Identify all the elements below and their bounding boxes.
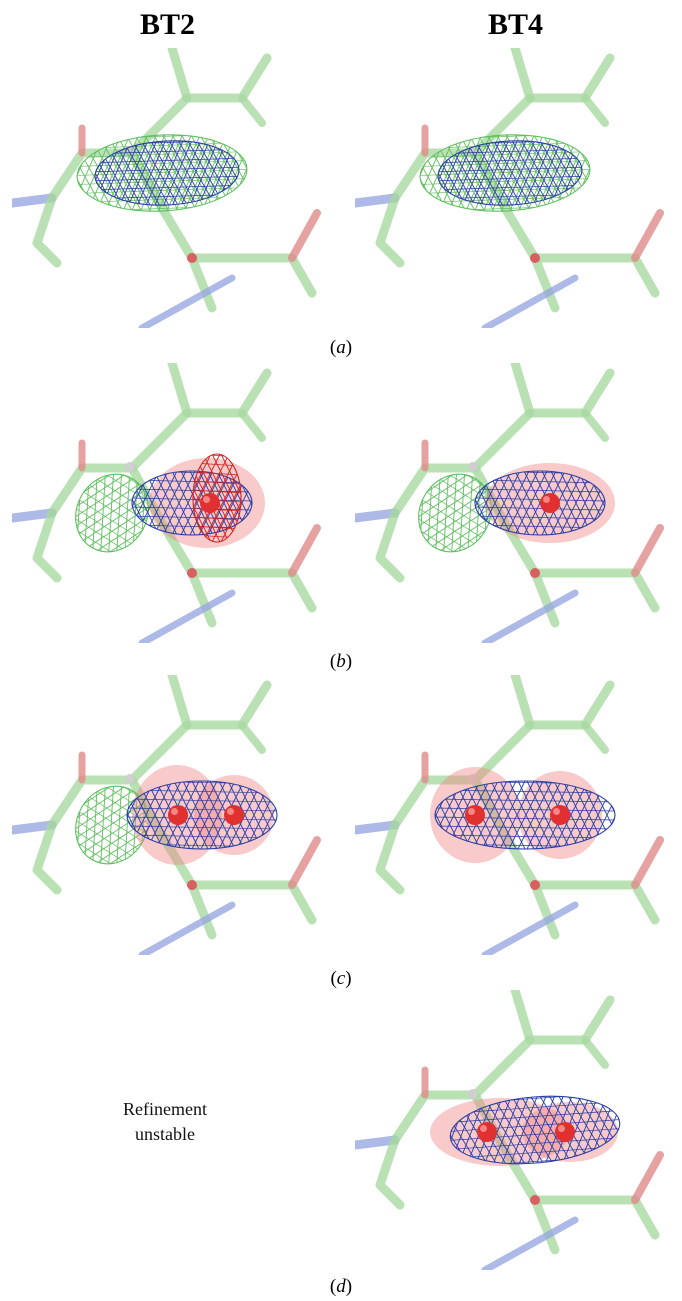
refinement-unstable-note: Refinement unstable (100, 1097, 230, 1147)
nitrogen-bond (355, 508, 400, 523)
carbon-bond-h (238, 94, 266, 127)
nitrogen-bond (355, 1135, 400, 1150)
carbon-bonds-left (390, 93, 535, 203)
carbon-bonds-center (127, 775, 217, 940)
carbon-bonds-top (510, 48, 615, 103)
carbon-bonds-top (167, 363, 272, 418)
nitrogen-bond (12, 193, 57, 208)
carbon-bonds-top (167, 48, 272, 103)
carbon-bonds-left (47, 93, 192, 203)
faint-bond (138, 589, 236, 643)
faint-bond (138, 274, 236, 328)
note-line-2: unstable (135, 1124, 195, 1144)
panel-d-bt4 (355, 990, 664, 1270)
oxygen-bond-right (631, 836, 664, 889)
caption-a: (a) (329, 337, 353, 358)
caption-d: (d) (329, 1276, 353, 1297)
carbon-bonds-left (390, 720, 535, 830)
oxygen-atom (530, 253, 540, 263)
carbon-bonds-center (127, 148, 217, 313)
oxygen-bond-right (631, 1151, 664, 1204)
note-line-1: Refinement (123, 1099, 207, 1119)
oxygen-atom (187, 568, 197, 578)
carbon-bonds-lowleft (375, 508, 405, 583)
carbon-bonds-lowleft (32, 193, 62, 268)
atom-2 (550, 805, 570, 825)
panel-b-bt2 (12, 363, 321, 643)
hydrogen-atom (125, 462, 135, 472)
faint-bond (481, 589, 579, 643)
hydrogen-atom (468, 462, 478, 472)
hydrogen-atom (468, 1089, 478, 1099)
nitrogen-bond (355, 193, 400, 208)
atom-1 (540, 493, 560, 513)
faint-bond (138, 901, 236, 955)
faint-bond (481, 901, 579, 955)
carbon-bonds-top (510, 675, 615, 730)
carbon-bonds-center (470, 148, 560, 313)
nitrogen-bond (355, 820, 400, 835)
carbon-bonds-left (390, 1035, 535, 1145)
oxygen-bond-right (288, 836, 321, 889)
carbon-bonds-lowleft (375, 193, 405, 268)
oxygen-atom (187, 880, 197, 890)
carbon-bond-h (238, 409, 266, 442)
oxygen-bond-right (631, 209, 664, 262)
column-header-bt4: BT4 (488, 8, 544, 41)
oxygen-atom (530, 880, 540, 890)
carbon-bond-h (581, 409, 609, 442)
oxygen-atom (187, 253, 197, 263)
oxygen-atom (530, 568, 540, 578)
panel-c-bt2 (12, 675, 321, 955)
atom-1 (168, 805, 188, 825)
carbon-bonds-top (167, 675, 272, 730)
oxygen-bond-right (631, 524, 664, 577)
oxygen-bond-right (288, 524, 321, 577)
carbon-bonds-top (510, 990, 615, 1045)
column-header-bt2: BT2 (140, 8, 196, 41)
caption-b: (b) (329, 651, 353, 672)
carbon-bond-h (581, 94, 609, 127)
faint-bond (481, 274, 579, 328)
hydrogen-atom (125, 774, 135, 784)
carbon-bonds-lowleft (32, 820, 62, 895)
carbon-bonds-left (47, 408, 192, 518)
carbon-bonds-left (47, 720, 192, 830)
caption-c: (c) (330, 968, 352, 989)
oxygen-atom (530, 1195, 540, 1205)
atom-1 (477, 1122, 497, 1142)
atom-1 (465, 805, 485, 825)
nitrogen-bond (12, 820, 57, 835)
carbon-bonds-top (510, 363, 615, 418)
carbon-bond-h (238, 721, 266, 754)
carbon-bonds-lowleft (32, 508, 62, 583)
panel-a-bt4 (355, 48, 664, 328)
faint-bond (481, 1216, 579, 1270)
carbon-bonds-left (390, 408, 535, 518)
panel-c-bt4 (355, 675, 664, 955)
panel-a-bt2 (12, 48, 321, 328)
carbon-bonds-lowleft (375, 1135, 405, 1210)
carbon-bonds-lowleft (375, 820, 405, 895)
nitrogen-bond (12, 508, 57, 523)
atom-2 (555, 1122, 575, 1142)
carbon-bonds-center (470, 775, 560, 940)
carbon-bond-h (581, 721, 609, 754)
atom-1 (200, 493, 220, 513)
hydrogen-atom (468, 774, 478, 784)
panel-b-bt4 (355, 363, 664, 643)
oxygen-bond-right (288, 209, 321, 262)
atom-2 (224, 805, 244, 825)
carbon-bond-h (581, 1036, 609, 1069)
